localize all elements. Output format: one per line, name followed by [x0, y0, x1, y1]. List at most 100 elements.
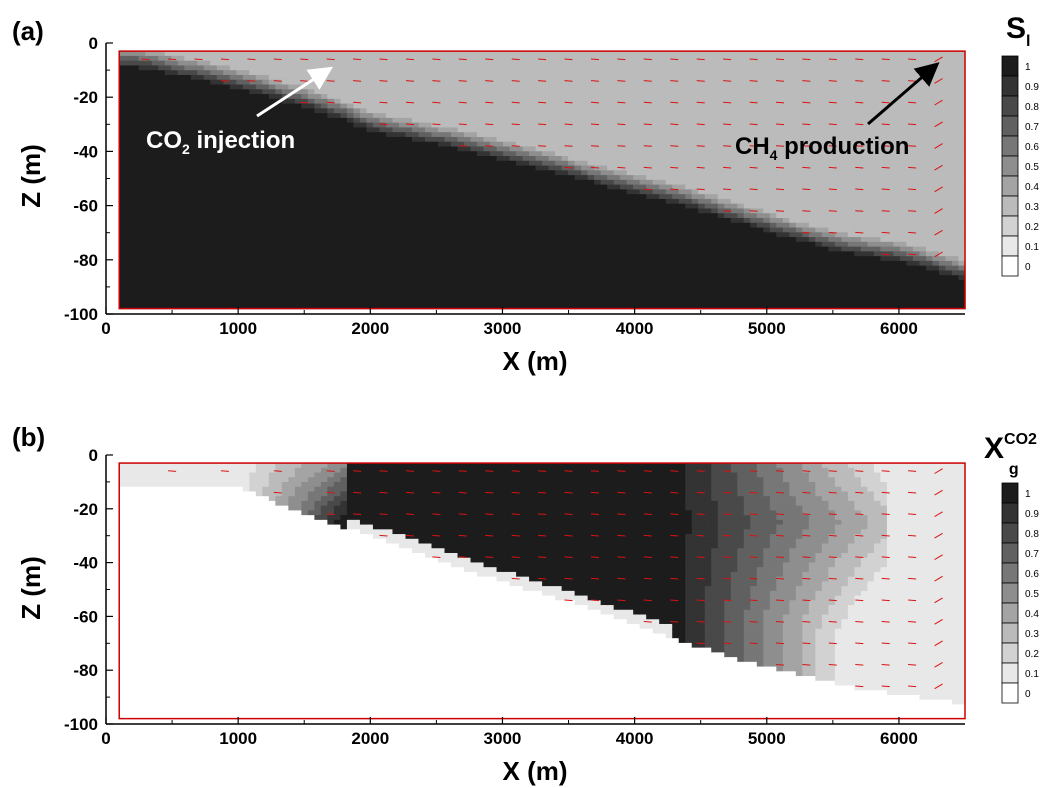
contour-cell — [698, 65, 706, 71]
contour-cell — [477, 98, 485, 105]
contour-cell — [372, 208, 381, 214]
contour-cell — [242, 203, 250, 210]
contour-cell — [574, 122, 582, 129]
contour-cell — [444, 284, 452, 291]
contour-cell — [379, 299, 387, 305]
contour-cell — [490, 113, 498, 119]
contour-cell — [464, 294, 472, 300]
contour-cell — [132, 117, 140, 124]
contour-cell — [164, 170, 172, 176]
contour-cell — [125, 51, 133, 57]
contour-cell — [711, 189, 719, 195]
contour-cell — [704, 203, 712, 210]
contour-cell — [145, 146, 153, 152]
contour-cell — [158, 175, 166, 181]
contour-cell — [477, 136, 485, 143]
contour-cell — [444, 241, 452, 248]
contour-cell — [197, 60, 205, 67]
contour-cell — [620, 294, 628, 300]
contour-cell — [190, 108, 198, 114]
contour-cell — [652, 256, 660, 262]
contour-cell — [288, 294, 296, 300]
contour-cell — [704, 241, 712, 248]
contour-cell — [672, 160, 680, 167]
contour-cell — [184, 160, 192, 167]
contour-cell — [158, 108, 166, 114]
contour-cell — [262, 175, 270, 181]
contour-cell — [398, 127, 407, 133]
contour-cell — [691, 141, 699, 148]
contour-cell — [685, 299, 693, 305]
contour-cell — [151, 303, 159, 310]
contour-cell — [320, 198, 329, 205]
contour-cell — [275, 303, 283, 310]
contour-cell — [535, 156, 543, 162]
contour-cell — [216, 55, 224, 62]
contour-cell — [496, 122, 504, 129]
contour-cell — [561, 279, 569, 286]
contour-cell — [203, 165, 211, 171]
contour-cell — [151, 103, 159, 109]
contour-cell — [698, 218, 706, 224]
contour-cell — [138, 294, 146, 300]
contour-cell — [425, 256, 433, 262]
contour-cell — [145, 251, 153, 257]
contour-cell — [249, 170, 257, 176]
contour-cell — [372, 146, 381, 152]
contour-cell — [522, 218, 530, 224]
contour-cell — [620, 127, 628, 133]
contour-cell — [190, 303, 198, 310]
contour-cell — [392, 303, 400, 310]
contour-cell — [444, 222, 452, 229]
contour-cell — [340, 218, 348, 224]
contour-cell — [301, 198, 309, 205]
contour-cell — [607, 117, 615, 124]
contour-cell — [320, 160, 329, 167]
contour-cell — [620, 146, 628, 152]
contour-cell — [320, 141, 329, 148]
contour-cell — [268, 122, 276, 129]
contour-cell — [346, 165, 355, 171]
contour-cell — [203, 303, 211, 310]
contour-cell — [294, 213, 302, 219]
contour-cell — [249, 70, 257, 76]
contour-cell — [665, 246, 673, 252]
contour-cell — [717, 51, 725, 57]
contour-cell — [353, 198, 361, 205]
contour-cell — [158, 179, 166, 186]
contour-cell — [340, 237, 348, 243]
contour-cell — [353, 289, 361, 295]
contour-cell — [561, 108, 569, 114]
contour-cell — [568, 132, 576, 138]
contour-cell — [516, 251, 524, 257]
contour-cell — [490, 256, 498, 262]
contour-cell — [522, 175, 530, 181]
contour-cell — [242, 108, 250, 114]
contour-cell — [561, 122, 569, 129]
contour-cell — [359, 299, 368, 305]
contour-cell — [379, 160, 387, 167]
contour-cell — [659, 79, 667, 86]
contour-cell — [268, 179, 276, 186]
contour-cell — [411, 79, 420, 86]
contour-cell — [229, 156, 237, 162]
contour-cell — [509, 213, 517, 219]
contour-cell — [633, 170, 641, 176]
contour-cell — [249, 218, 257, 224]
contour-cell — [678, 179, 686, 186]
contour-cell — [646, 279, 654, 286]
contour-cell — [704, 51, 712, 57]
contour-cell — [268, 275, 276, 281]
contour-cell — [385, 141, 394, 148]
contour-cell — [470, 175, 478, 181]
contour-cell — [639, 222, 647, 229]
contour-cell — [639, 232, 647, 238]
contour-cell — [542, 270, 550, 276]
contour-cell — [307, 184, 315, 190]
contour-cell — [607, 98, 615, 105]
contour-cell — [229, 98, 237, 105]
contour-cell — [665, 241, 673, 248]
contour-cell — [294, 299, 302, 305]
contour-cell — [633, 237, 641, 243]
contour-cell — [171, 79, 179, 86]
